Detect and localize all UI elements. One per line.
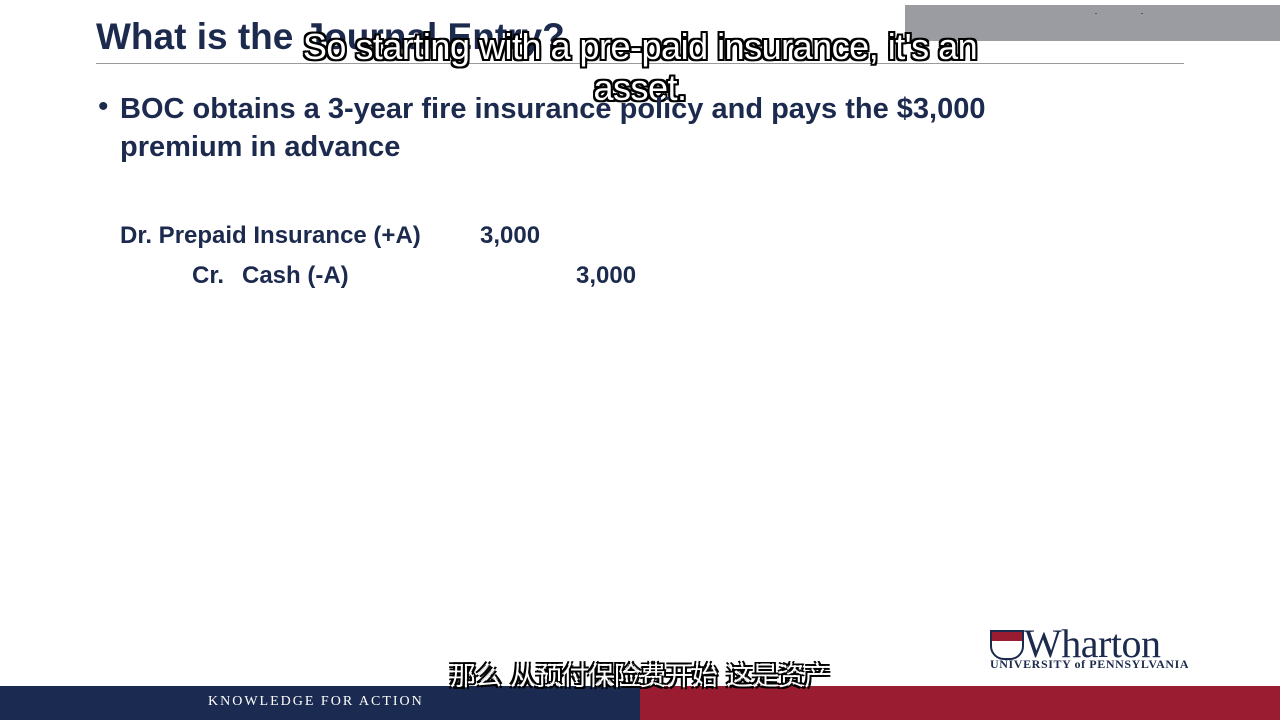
english-subtitle: So starting with a pre-paid insurance, i… [302, 26, 978, 108]
credit-prefix: Cr. [192, 262, 225, 289]
slide-title: What is the Journal Entry? [96, 16, 565, 57]
bullet-marker: • [98, 90, 109, 123]
overlay-gray-box [905, 5, 1280, 41]
title-divider [96, 63, 1184, 64]
chinese-subtitle: 那么 从预付保险费开始 这是资产 [449, 662, 831, 692]
debit-account: Dr. Prepaid Insurance (+A) [120, 222, 421, 249]
wharton-logo: Wharton UNIVERSITY of PENNSYLVANIA [988, 624, 1193, 674]
credit-account: Cash (-A) [242, 262, 349, 289]
bullet-text: BOC obtains a 3-year fire insurance poli… [120, 93, 986, 163]
credit-amount: 3,000 [576, 262, 637, 289]
footer-red-bar [640, 686, 1280, 720]
debit-amount: 3,000 [480, 222, 541, 249]
footer-navy-bar [0, 686, 640, 720]
logo-university: UNIVERSITY of PENNSYLVANIA [990, 657, 1190, 671]
logo-wordmark: Wharton [1024, 621, 1161, 666]
footer-tagline: KNOWLEDGE FOR ACTION [208, 694, 424, 709]
penn-shield-icon [990, 630, 1024, 660]
